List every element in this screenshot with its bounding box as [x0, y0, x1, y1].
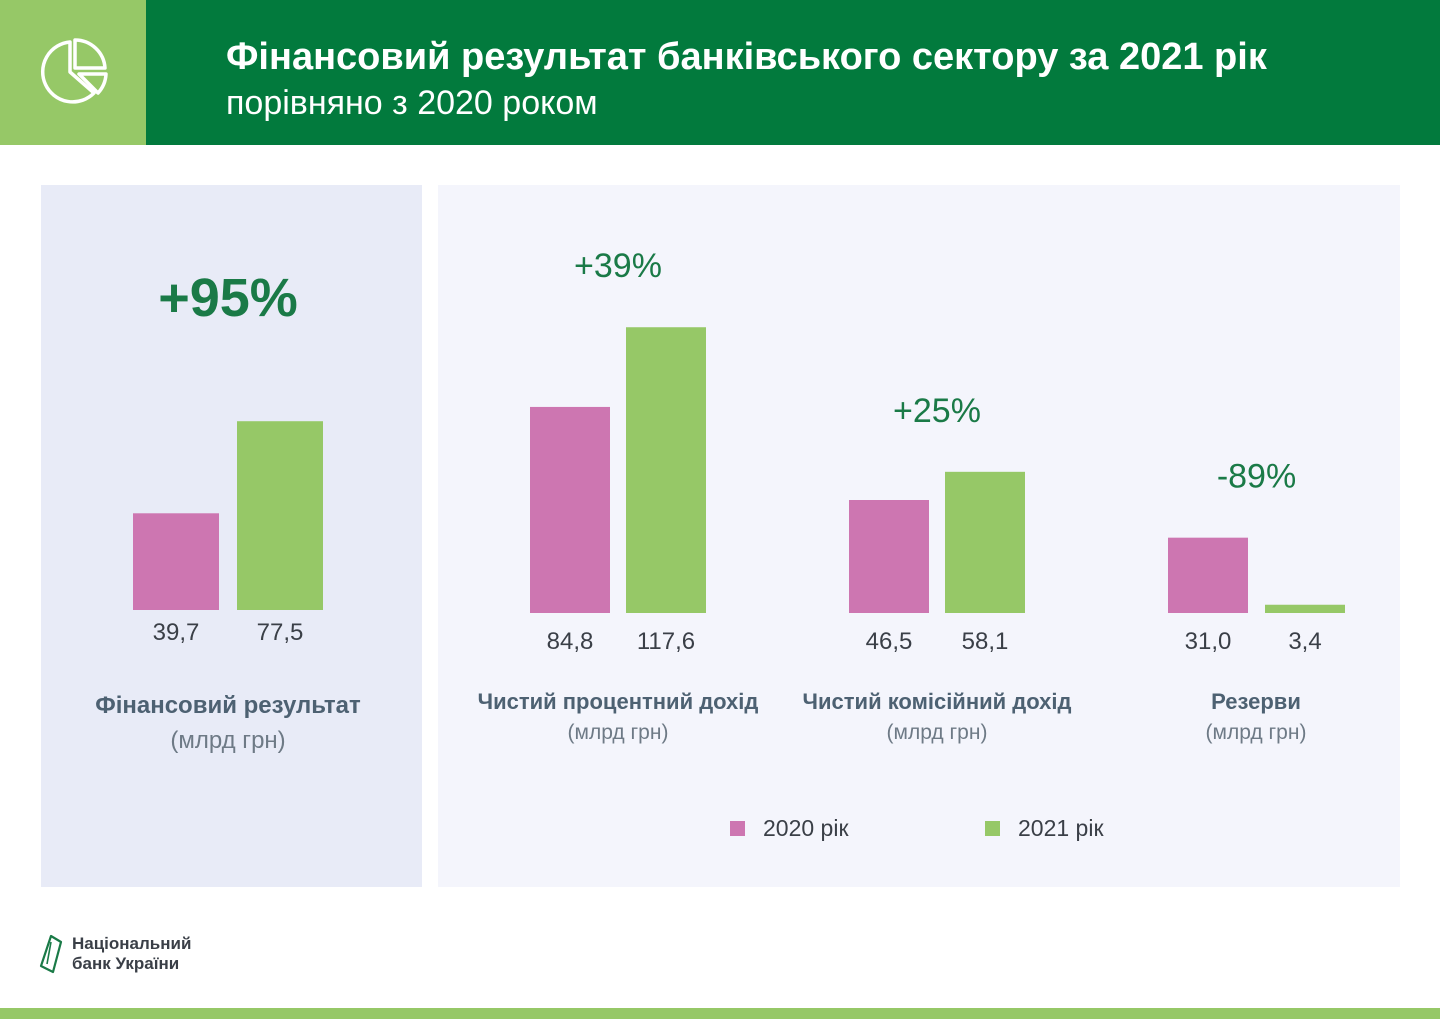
category-3-bar-2020 — [1168, 537, 1248, 613]
category-3-unit-label: (млрд грн) — [1206, 721, 1307, 744]
logo-line-1: Національний — [72, 934, 192, 953]
financial-result-panel — [41, 185, 422, 887]
category-2-bar-2021 — [945, 471, 1025, 613]
legend-label-2020: 2020 рік — [763, 814, 849, 841]
financial-result-value-label-2021: 77,5 — [257, 619, 304, 646]
financial-result-bar-2020 — [133, 513, 219, 610]
pie-chart-icon — [40, 38, 108, 104]
category-1-value-label-2021: 117,6 — [637, 628, 695, 655]
logo-line-2: банк України — [72, 954, 180, 973]
legend-label-2021: 2021 рік — [1018, 814, 1104, 841]
legend-item-2021: 2021 рік — [985, 812, 1104, 844]
category-1-value-label-2020: 84,8 — [547, 628, 594, 655]
category-2-unit-label: (млрд грн) — [887, 721, 988, 744]
category-1-bar-2020 — [530, 406, 610, 613]
category-3-category-title: Резерви — [1211, 689, 1301, 714]
page-title: Фінансовий результат банківського сектор… — [226, 36, 1267, 78]
legend-swatch-2020 — [730, 820, 745, 836]
financial-result-value-label-2020: 39,7 — [153, 619, 200, 646]
page-subtitle: порівняно з 2020 роком — [226, 84, 598, 122]
nbu-emblem-icon — [39, 934, 63, 974]
category-3-value-label-2021: 3,4 — [1288, 628, 1321, 655]
category-1-unit-label: (млрд грн) — [568, 721, 669, 744]
financial-result-unit-label: (млрд грн) — [170, 727, 285, 754]
category-2-change-label: +25% — [893, 392, 981, 430]
category-3-value-label-2020: 31,0 — [1185, 628, 1232, 655]
category-1-change-label: +39% — [574, 247, 662, 285]
legend-item-2020: 2020 рік — [730, 812, 849, 844]
category-3-change-label: -89% — [1217, 458, 1296, 496]
legend-swatch-2021 — [985, 820, 1000, 836]
header-icon-box — [0, 0, 146, 145]
category-2-value-label-2020: 46,5 — [866, 628, 913, 655]
nbu-logo: Національний банк України — [38, 934, 191, 974]
category-3-bar-2021 — [1265, 604, 1345, 613]
category-1-category-title: Чистий процентний дохід — [478, 689, 759, 714]
nbu-logo-text: Національний банк України — [72, 934, 191, 974]
category-2-value-label-2021: 58,1 — [962, 628, 1009, 655]
bottom-accent-line — [0, 1008, 1440, 1019]
header-banner: Фінансовий результат банківського сектор… — [0, 0, 1440, 145]
financial-result-category-title: Фінансовий результат — [95, 692, 361, 719]
category-1-bar-2021 — [626, 327, 706, 613]
financial-result-bar-2021 — [237, 421, 323, 610]
category-2-category-title: Чистий комісійний дохід — [803, 689, 1072, 714]
category-2-bar-2020 — [849, 500, 929, 613]
financial-result-change-label: +95% — [158, 268, 298, 328]
